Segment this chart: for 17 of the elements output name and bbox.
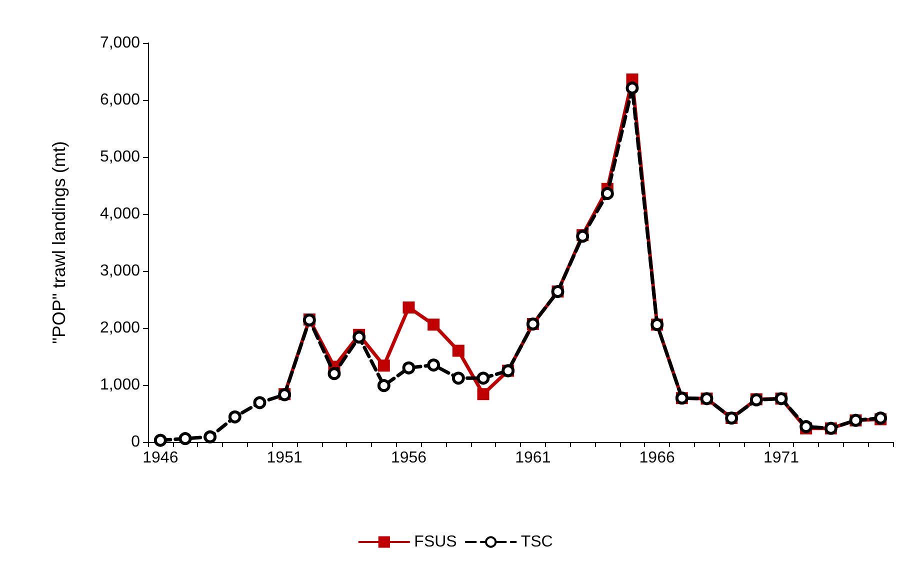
x-tick-label: 1961 — [515, 450, 551, 466]
x-tick-label: 1966 — [639, 450, 675, 466]
y-tick-label: 4,000 — [100, 206, 140, 222]
y-tick-label: 5,000 — [100, 148, 140, 166]
x-tick-label: 1951 — [266, 450, 302, 466]
x-tick-label: 1956 — [390, 450, 427, 466]
y-tick-label: 0 — [131, 434, 140, 450]
y-tick-label: 6,000 — [100, 92, 140, 108]
y-axis-title: "POP" trawl landings (mt) — [49, 141, 69, 344]
legend-label: FSUS — [414, 534, 457, 550]
legend-label: TSC — [520, 534, 553, 550]
y-tick-label: 7,000 — [100, 34, 140, 52]
x-tick-label: 1971 — [763, 450, 800, 466]
x-tick-label: 1946 — [142, 450, 178, 466]
y-tick-label: 2,000 — [100, 320, 140, 336]
y-tick-label: 1,000 — [100, 376, 140, 394]
y-tick-label: 3,000 — [100, 262, 140, 280]
